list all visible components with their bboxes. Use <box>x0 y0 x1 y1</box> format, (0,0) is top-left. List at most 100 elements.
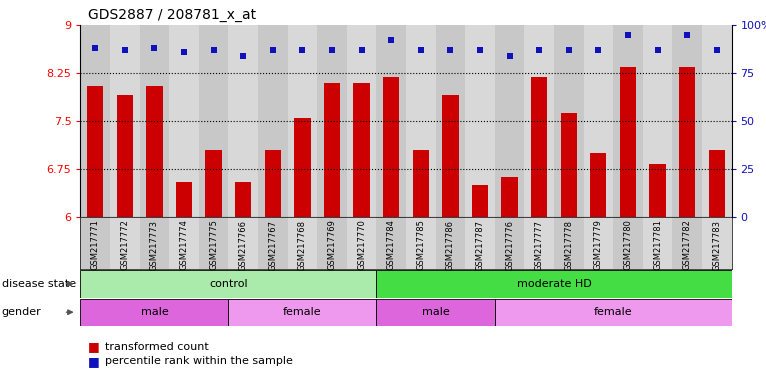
Text: GSM217767: GSM217767 <box>268 220 277 271</box>
Bar <box>502 177 518 217</box>
Bar <box>406 217 436 269</box>
Bar <box>561 113 577 217</box>
Text: GSM217779: GSM217779 <box>594 220 603 270</box>
Point <box>385 37 398 43</box>
Bar <box>465 217 495 269</box>
Bar <box>673 25 702 217</box>
Bar <box>317 25 347 217</box>
Bar <box>495 25 525 217</box>
Text: female: female <box>594 307 633 317</box>
Bar <box>436 217 465 269</box>
Text: male: male <box>422 307 450 317</box>
Text: male: male <box>140 307 169 317</box>
Bar <box>80 25 110 217</box>
Bar <box>525 217 554 269</box>
Text: GSM217775: GSM217775 <box>209 220 218 270</box>
Text: control: control <box>209 279 247 289</box>
Point <box>414 47 427 53</box>
Point <box>444 47 457 53</box>
Point <box>208 47 220 53</box>
Text: GSM217786: GSM217786 <box>446 220 455 271</box>
Point <box>326 47 338 53</box>
Text: GSM217784: GSM217784 <box>387 220 396 270</box>
Bar <box>258 217 287 269</box>
Bar <box>139 25 169 217</box>
Bar <box>531 78 547 217</box>
Point <box>355 47 368 53</box>
Bar <box>353 83 370 217</box>
Bar <box>347 217 376 269</box>
Bar <box>376 25 406 217</box>
Text: ■: ■ <box>88 355 100 368</box>
Text: GSM217776: GSM217776 <box>505 220 514 271</box>
Bar <box>442 95 459 217</box>
Bar <box>643 25 673 217</box>
Bar <box>495 299 732 326</box>
Bar <box>554 25 584 217</box>
Text: female: female <box>283 307 322 317</box>
Text: GSM217769: GSM217769 <box>328 220 336 270</box>
Text: gender: gender <box>2 307 41 317</box>
Bar <box>235 182 251 217</box>
Bar <box>650 164 666 217</box>
Bar <box>324 83 340 217</box>
Bar <box>383 78 399 217</box>
Bar <box>169 25 199 217</box>
Bar <box>620 66 636 217</box>
Bar <box>87 86 103 217</box>
Bar <box>702 25 732 217</box>
Bar <box>643 217 673 269</box>
Point <box>563 47 575 53</box>
Bar <box>317 217 347 269</box>
Bar <box>169 217 199 269</box>
Point <box>533 47 545 53</box>
Text: GSM217781: GSM217781 <box>653 220 662 270</box>
Text: GSM217780: GSM217780 <box>624 220 633 270</box>
Point <box>503 53 516 59</box>
Point <box>474 47 486 53</box>
Bar <box>465 25 495 217</box>
Bar <box>80 217 110 269</box>
Text: disease state: disease state <box>2 279 76 289</box>
Bar <box>205 150 221 217</box>
Bar <box>436 25 465 217</box>
Text: moderate HD: moderate HD <box>516 279 591 289</box>
Bar <box>80 299 228 326</box>
Bar <box>525 25 554 217</box>
Point <box>622 31 634 38</box>
Bar <box>116 95 133 217</box>
Bar <box>199 25 228 217</box>
Text: GDS2887 / 208781_x_at: GDS2887 / 208781_x_at <box>88 8 256 22</box>
Bar <box>139 217 169 269</box>
Text: GSM217785: GSM217785 <box>416 220 425 270</box>
Point <box>267 47 279 53</box>
Text: GSM217783: GSM217783 <box>712 220 722 271</box>
Text: GSM217778: GSM217778 <box>565 220 573 271</box>
Bar <box>554 217 584 269</box>
Bar <box>228 299 376 326</box>
Bar <box>584 217 613 269</box>
Bar <box>584 25 613 217</box>
Bar <box>347 25 376 217</box>
Bar <box>472 185 488 217</box>
Bar <box>702 217 732 269</box>
Bar <box>406 25 436 217</box>
Point <box>237 53 250 59</box>
Text: GSM217772: GSM217772 <box>120 220 129 270</box>
Bar <box>709 150 725 217</box>
Bar <box>495 217 525 269</box>
Bar <box>146 86 162 217</box>
Point <box>592 47 604 53</box>
Text: percentile rank within the sample: percentile rank within the sample <box>105 356 293 366</box>
Text: GSM217773: GSM217773 <box>150 220 159 271</box>
Point <box>681 31 693 38</box>
Bar <box>376 299 495 326</box>
Bar <box>176 182 192 217</box>
Point <box>178 49 190 55</box>
Bar <box>199 217 228 269</box>
Bar <box>80 270 376 298</box>
Bar <box>673 217 702 269</box>
Text: GSM217771: GSM217771 <box>90 220 100 270</box>
Point <box>119 47 131 53</box>
Bar <box>228 25 258 217</box>
